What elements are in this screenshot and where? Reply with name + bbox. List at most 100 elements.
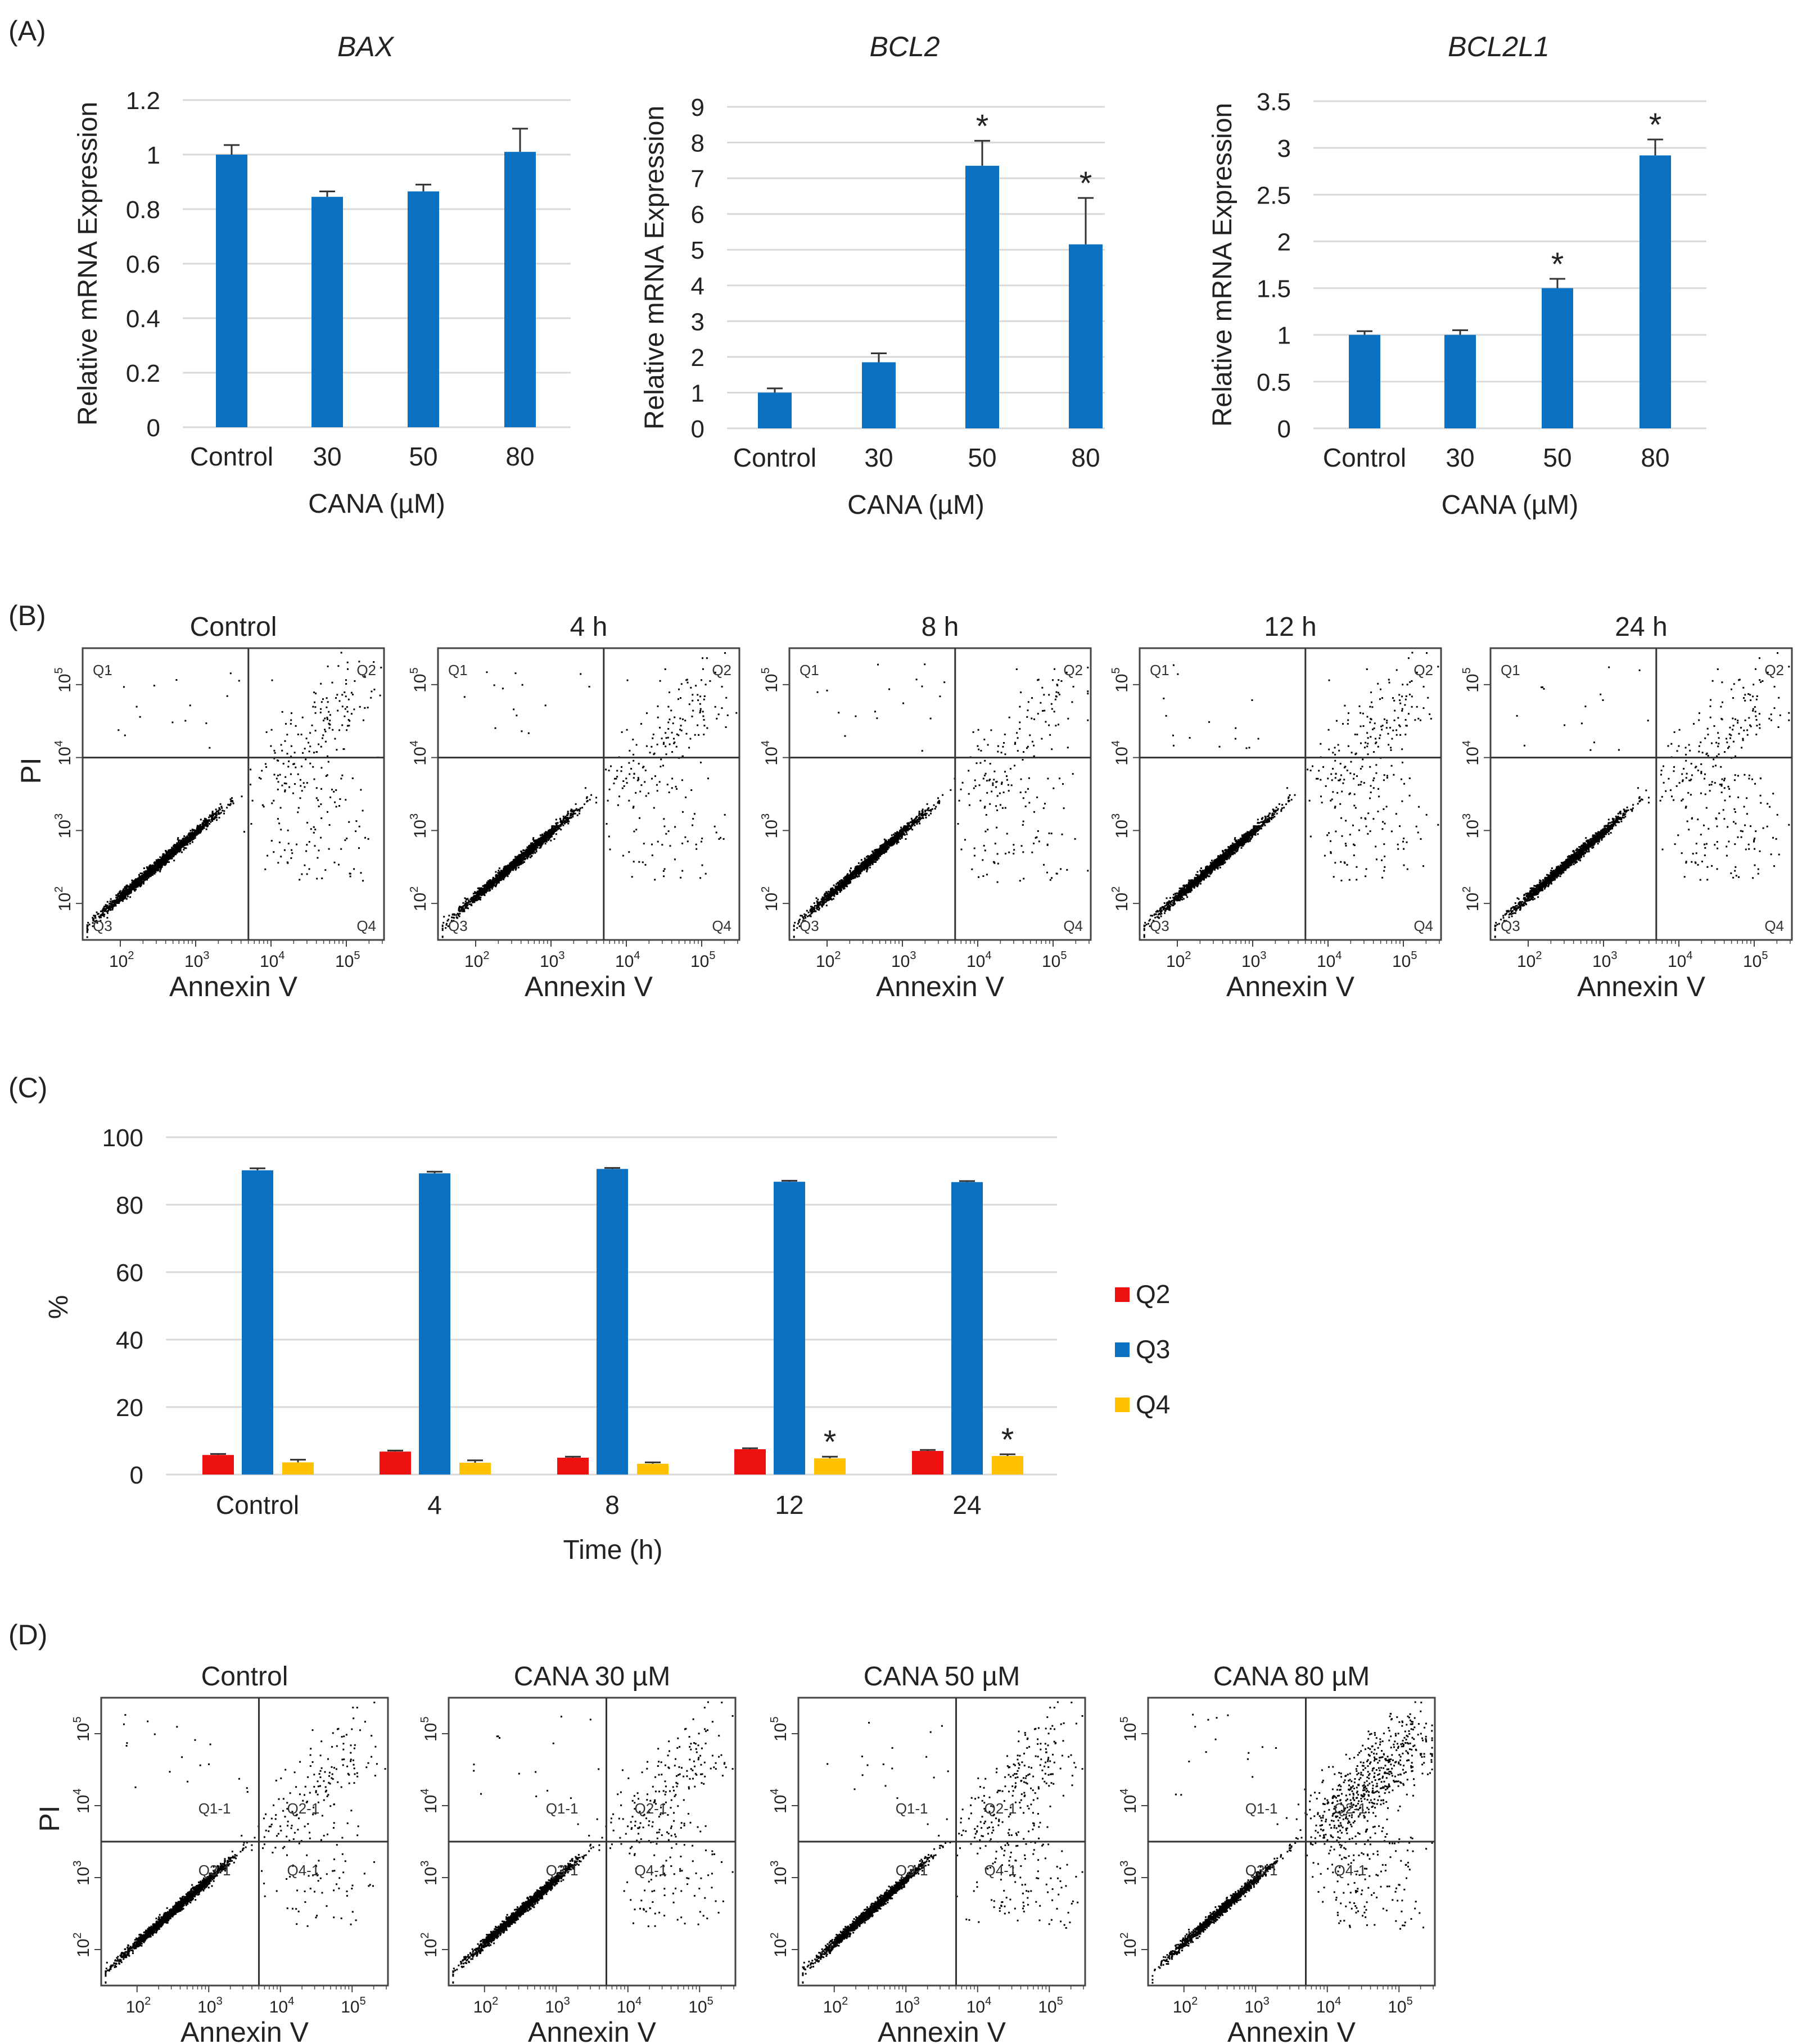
- y-tick-label: 80: [116, 1192, 143, 1219]
- x-axis-label: Annexin V: [1577, 971, 1706, 1002]
- chart-title: BAX: [337, 31, 395, 62]
- y-tick-label: 105: [71, 1717, 93, 1742]
- plot-title: Control: [201, 1662, 288, 1692]
- x-tick-label: 80: [1071, 443, 1100, 472]
- plot-title: Control: [190, 612, 277, 642]
- bar: [1640, 155, 1671, 428]
- quadrant-label: Q1-1: [198, 1800, 231, 1817]
- y-tick-label: 9: [691, 94, 704, 121]
- quadrant-label: Q3-1: [896, 1862, 928, 1879]
- quadrant-label: Q3: [800, 917, 819, 934]
- bar: [1542, 288, 1573, 428]
- quadrant-label: Q3: [1150, 917, 1169, 934]
- plot-title: CANA 30 µM: [514, 1662, 670, 1692]
- panel-label-b: (B): [8, 600, 46, 631]
- legend-swatch: [1115, 1398, 1130, 1412]
- x-tick-label: 80: [1641, 443, 1669, 472]
- x-tick-label: 102: [816, 949, 841, 971]
- x-axis-label: Annexin V: [528, 2016, 657, 2044]
- x-tick-label: 103: [540, 949, 565, 971]
- y-tick-label: 103: [1118, 1861, 1140, 1886]
- bar: [504, 152, 536, 427]
- bar-Q4: [814, 1458, 846, 1475]
- event-dots: [802, 1701, 1083, 1984]
- y-axis-label: Relative mRNA Expression: [640, 106, 670, 429]
- y-tick-label: 6: [691, 201, 704, 229]
- plot-frame: [437, 647, 740, 941]
- y-tick-label: 1: [691, 379, 704, 407]
- x-tick-label: 103: [895, 1995, 920, 2016]
- x-tick-label: Control: [190, 442, 273, 471]
- quadrant-label: Q1: [448, 662, 468, 679]
- quadrant-label: Q3: [448, 917, 468, 934]
- x-tick-label: 50: [968, 443, 996, 472]
- y-tick-label: 102: [769, 1933, 790, 1958]
- plot-title: CANA 50 µM: [864, 1662, 1020, 1692]
- x-tick-label: 4: [427, 1490, 442, 1520]
- event-dots: [1494, 652, 1790, 938]
- bar: [965, 165, 999, 428]
- significance-mark: *: [976, 108, 989, 144]
- y-tick-label: 103: [419, 1861, 440, 1886]
- y-tick-label: 3: [1277, 135, 1291, 162]
- x-axis-label: Annexin V: [876, 971, 1005, 1002]
- x-tick-label: 104: [260, 949, 285, 971]
- y-tick-label: 104: [1118, 1789, 1140, 1814]
- y-tick-label: 105: [1461, 667, 1482, 693]
- chart-title: BCL2: [869, 31, 940, 62]
- y-tick-label: 103: [71, 1861, 93, 1886]
- y-axis-label: %: [44, 1295, 74, 1319]
- y-tick-label: 8: [691, 130, 704, 157]
- flow-plot-B-0: Control Q1 Q2 Q3 Q4 102 102 103 103 104 104 105 105 A…: [15, 612, 385, 1002]
- y-tick-label: 5: [691, 237, 704, 264]
- x-tick-label: 102: [1517, 949, 1542, 971]
- flow-plot-B-4: 24 h Q1 Q2 Q3 Q4 102 102 103 103 104 104 105 105 Anne…: [1461, 612, 1793, 1002]
- x-tick-label: 104: [617, 1995, 642, 2016]
- y-tick-label: 20: [116, 1394, 143, 1422]
- x-tick-label: 103: [197, 1995, 223, 2016]
- x-tick-label: 105: [688, 1995, 713, 2016]
- x-tick-label: 103: [891, 949, 916, 971]
- x-tick-label: 102: [1166, 949, 1191, 971]
- bar-Q2: [202, 1455, 234, 1475]
- bar-Q3: [242, 1170, 273, 1475]
- plot-title: 24 h: [1615, 612, 1667, 642]
- y-tick-label: 102: [1110, 887, 1131, 912]
- y-axis-label: Relative mRNA Expression: [1208, 103, 1238, 427]
- plot-frame: [1139, 647, 1442, 941]
- x-axis-label: CANA (µM): [847, 490, 984, 520]
- y-tick-label: 4: [691, 273, 704, 300]
- y-tick-label: 100: [102, 1124, 143, 1152]
- significance-mark: *: [1001, 1422, 1014, 1458]
- y-tick-label: 102: [760, 887, 781, 912]
- y-tick-label: 104: [1461, 740, 1482, 766]
- y-tick-label: 105: [769, 1717, 790, 1742]
- bar: [1069, 244, 1103, 428]
- plot-frame: [1489, 647, 1793, 941]
- quadrant-label: Q4-1: [984, 1862, 1017, 1879]
- quadrant-label: Q2-1: [287, 1800, 320, 1817]
- quadrant-label: Q3-1: [546, 1862, 579, 1879]
- bar: [311, 197, 343, 427]
- quadrant-label: Q2: [712, 662, 731, 679]
- x-axis-label: Annexin V: [525, 971, 653, 1002]
- y-tick-label: 104: [769, 1789, 790, 1814]
- x-tick-label: 8: [605, 1490, 620, 1520]
- x-tick-label: 102: [473, 1995, 499, 2016]
- quadrant-label: Q3: [93, 917, 112, 934]
- y-tick-label: 103: [1110, 813, 1131, 839]
- y-tick-label: 104: [71, 1789, 93, 1814]
- bar-Q3: [419, 1173, 450, 1475]
- bar-Q3: [774, 1182, 805, 1475]
- x-tick-label: 24: [952, 1490, 981, 1520]
- bar-Q4: [637, 1463, 669, 1475]
- x-tick-label: 104: [1668, 949, 1693, 971]
- quadrant-label: Q4: [712, 917, 731, 934]
- x-tick-label: 102: [1173, 1995, 1198, 2016]
- significance-mark: *: [1649, 107, 1662, 143]
- x-axis-label: Annexin V: [1226, 971, 1355, 1002]
- x-tick-label: 105: [335, 949, 360, 971]
- x-tick-label: 103: [1241, 949, 1267, 971]
- plot-title: 4 h: [570, 612, 608, 642]
